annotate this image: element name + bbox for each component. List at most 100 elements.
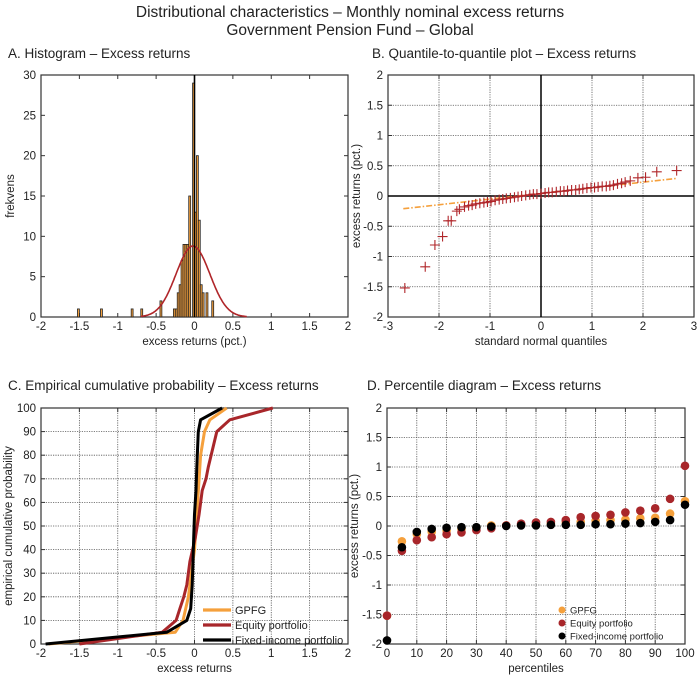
y-tick-label: 1 (376, 462, 382, 474)
x-tick-label: 1 (589, 321, 595, 333)
histogram-bar (130, 308, 134, 318)
x-tick-label: -2 (36, 321, 46, 333)
percentile-point-fixed-income (591, 519, 600, 529)
percentile-point-fixed-income (472, 522, 481, 532)
x-tick-label: 10 (410, 648, 423, 660)
percentile-point-fixed-income (382, 636, 392, 645)
qq-point-marker (581, 183, 592, 194)
qq-plot-panel: -3 -2 -1 0 1 2 3-2-1.5-1-0.500.511.52standard … (351, 70, 697, 348)
x-tick-label: -2 (36, 648, 46, 660)
percentile-point-equity (412, 535, 422, 545)
y-tick-label: 20 (23, 151, 36, 163)
qq-point-marker (451, 206, 462, 217)
percentile-point-fixed-income (427, 524, 437, 534)
x-tick-label: -1 (485, 321, 495, 333)
percentile-point-equity (442, 529, 451, 539)
x-tick-label: -1.5 (69, 321, 89, 333)
x-axis-label: standard normal quantiles (475, 336, 608, 348)
x-tick-label: 60 (559, 648, 572, 660)
qq-point-marker (640, 172, 651, 183)
qq-point-marker (486, 196, 497, 207)
percentile-point-equity (621, 508, 630, 517)
legend-label: GPFG (570, 606, 597, 617)
x-tick-label: -0.5 (146, 321, 166, 333)
percentile-point-fixed-income (546, 520, 556, 530)
qq-point-marker (490, 195, 501, 206)
qq-point-marker (429, 240, 440, 251)
x-tick-label: -1 (113, 321, 123, 333)
percentile-point-equity (427, 532, 437, 542)
panel-d-title: D. Percentile diagram – Excess returns (367, 378, 602, 393)
qq-point-marker (437, 231, 448, 242)
qq-point-marker (632, 172, 643, 183)
qq-point-marker (620, 177, 631, 188)
x-tick-label: 90 (649, 648, 662, 660)
percentile-point-fixed-income (636, 518, 645, 528)
y-tick-label: 70 (23, 474, 36, 486)
y-tick-label: 100 (17, 403, 36, 415)
percentile-point-equity (680, 461, 690, 471)
y-tick-label: -0.5 (362, 551, 382, 563)
y-tick-label: 10 (23, 615, 36, 627)
legend-marker (558, 606, 566, 614)
legend-marker (558, 619, 566, 627)
x-tick-label: 0 (384, 648, 390, 660)
qq-point-marker (562, 185, 573, 196)
y-axis-label: excess returns (pct.) (349, 474, 361, 578)
percentile-point-equity (606, 510, 615, 520)
qq-point-marker (420, 261, 431, 272)
y-tick-label: -1.5 (363, 282, 383, 294)
panel-a-title: A. Histogram – Excess returns (8, 46, 191, 61)
percentile-point-fixed-income (412, 527, 422, 537)
y-tick-label: 20 (23, 592, 36, 604)
y-tick-label: 15 (23, 191, 36, 203)
percentile-point-fixed-income (457, 522, 466, 532)
percentile-point-equity (636, 506, 645, 515)
legend-label: Fixed-income portfolio (570, 632, 663, 643)
x-tick-label: 0.5 (225, 321, 241, 333)
percentile-point-fixed-income (576, 520, 585, 530)
percentile-panel: 0 10 20 30 40 50 60 70 80 90 100 -2 -1.5 -1 -0.5 0 0.5 1 1… (349, 403, 695, 675)
y-tick-label: -1 (372, 580, 382, 592)
qq-point-marker (446, 215, 457, 226)
qq-point-marker (505, 192, 516, 203)
figure-title-line-1: Distributional characteristics – Monthly… (135, 4, 565, 21)
x-tick-label: 0 (191, 321, 197, 333)
qq-point-marker (470, 198, 481, 209)
y-tick-label: 25 (23, 110, 36, 122)
x-axis-label: percentiles (508, 663, 564, 675)
ecdf-line-equity (79, 406, 274, 646)
percentile-point-fixed-income (531, 521, 541, 530)
percentile-point-fixed-income (397, 542, 407, 552)
percentile-point-equity (650, 504, 660, 513)
legend-label: Equity portfolio (235, 620, 308, 632)
x-tick-label: 1.5 (302, 321, 318, 333)
x-tick-label: 80 (619, 648, 632, 660)
percentile-point-fixed-income (516, 521, 526, 530)
legend-marker (558, 632, 566, 640)
y-tick-label: 2 (376, 403, 382, 415)
qq-point-marker (608, 180, 619, 191)
y-tick-label: 30 (23, 70, 36, 82)
histogram-bar (100, 308, 103, 318)
x-tick-label: -0.5 (146, 648, 166, 660)
percentile-point-equity (665, 494, 675, 504)
y-tick-label: 0 (376, 521, 382, 533)
x-tick-label: 1 (268, 321, 274, 333)
panel-c-title: C. Empirical cumulative probability – Ex… (8, 378, 319, 393)
qq-point-marker (612, 178, 623, 189)
x-axis-label: excess returns (157, 663, 232, 675)
figure-title-line-2: Government Pension Fund – Global (226, 22, 474, 39)
y-tick-label: 1.5 (367, 100, 383, 112)
y-tick-label: 0.5 (367, 161, 383, 173)
histogram-bar (188, 195, 192, 318)
qq-point-marker (536, 188, 546, 199)
percentile-point-fixed-income (501, 521, 511, 531)
y-axis-label: frekvens (5, 174, 17, 218)
percentile-point-fixed-income (561, 520, 571, 530)
qq-point-marker (454, 204, 465, 215)
legend-label: GPFG (235, 605, 266, 617)
x-tick-label: -1 (113, 648, 123, 660)
qq-point-marker (671, 165, 682, 176)
x-tick-label: -1.5 (69, 648, 89, 660)
